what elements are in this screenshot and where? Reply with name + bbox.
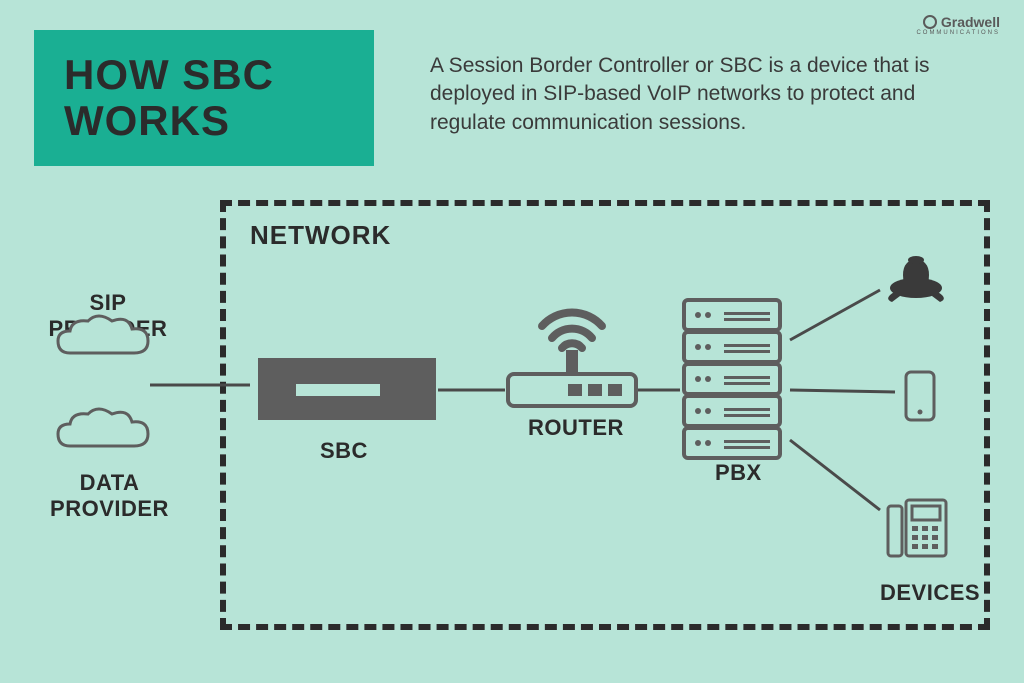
sbc-label: SBC	[320, 438, 368, 464]
data-provider-label: DATA PROVIDER	[22, 470, 197, 522]
title-box: HOW SBC WORKS	[34, 30, 374, 166]
cloud-icon	[58, 409, 148, 446]
logo-name: Gradwell	[941, 14, 1000, 30]
page-title: HOW SBC WORKS	[64, 52, 344, 144]
network-label: NETWORK	[250, 220, 391, 251]
description-text: A Session Border Controller or SBC is a …	[430, 52, 950, 137]
sip-provider-label: SIP PROVIDER	[28, 290, 188, 342]
devices-label: DEVICES	[880, 580, 980, 606]
logo-mark-icon	[923, 15, 937, 29]
pbx-label: PBX	[715, 460, 762, 486]
logo-sub: COMMUNICATIONS	[916, 30, 1000, 36]
brand-logo: Gradwell COMMUNICATIONS	[923, 14, 1000, 30]
router-label: ROUTER	[528, 415, 624, 441]
